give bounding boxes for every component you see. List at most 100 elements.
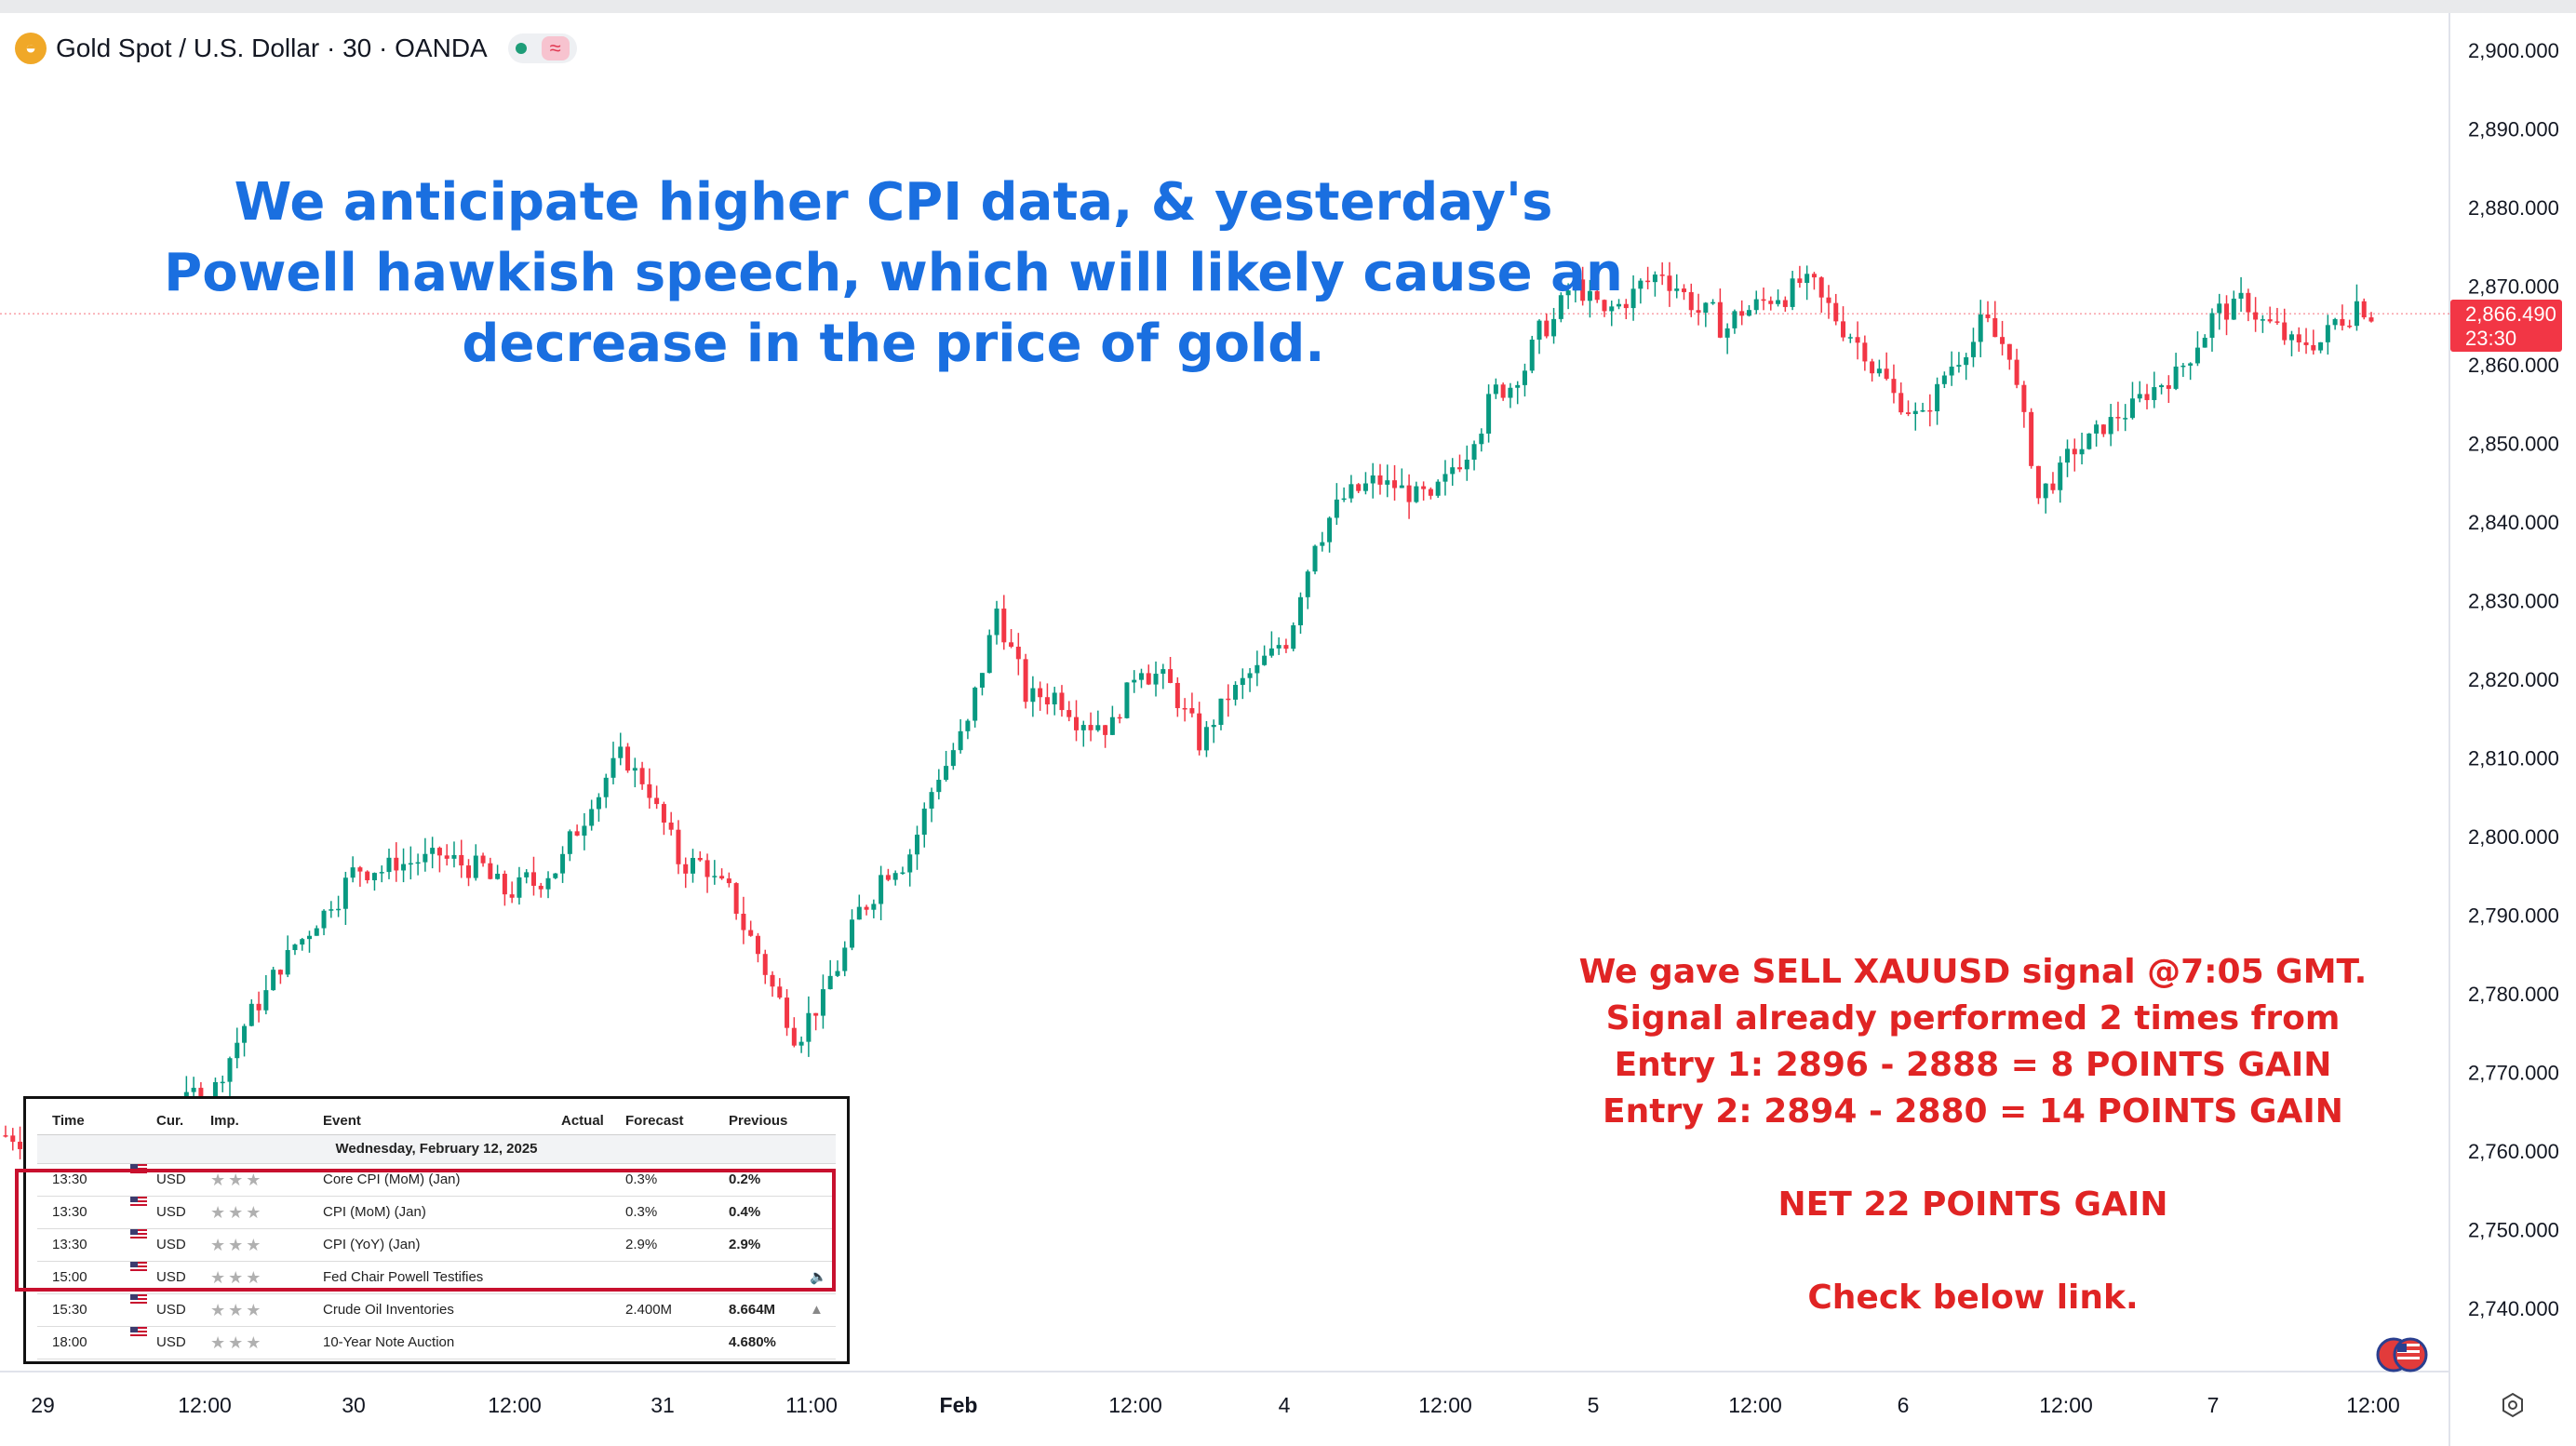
time-axis[interactable]: 29 12:00 30 12:00 31 11:00 Feb 12:00 4 12:00 5 12:0… (31, 1393, 2400, 1417)
candle-body[interactable] (2303, 341, 2309, 345)
candle-body[interactable] (791, 1027, 797, 1046)
candle-body[interactable] (921, 808, 927, 836)
candle-body[interactable] (1406, 485, 1412, 502)
candle-body[interactable] (2188, 363, 2194, 366)
candle-body[interactable] (1153, 674, 1159, 685)
candle-body[interactable] (1486, 394, 1492, 435)
candle-body[interactable] (271, 970, 276, 991)
candle-body[interactable] (2238, 292, 2244, 299)
candle-body[interactable] (545, 877, 551, 890)
candle-body[interactable] (1768, 301, 1774, 304)
candle-body[interactable] (350, 867, 356, 878)
candle-body[interactable] (1067, 710, 1072, 717)
candle-body[interactable] (1964, 356, 1969, 366)
candle-body[interactable] (1790, 278, 1795, 307)
candle-body[interactable] (1124, 682, 1130, 718)
candle-body[interactable] (806, 1012, 812, 1042)
candle-body[interactable] (1377, 475, 1383, 485)
candle-body[interactable] (965, 720, 971, 731)
candle-body[interactable] (1146, 673, 1151, 685)
candle-body[interactable] (408, 863, 413, 865)
candle-body[interactable] (842, 947, 848, 971)
candle-body[interactable] (342, 877, 348, 909)
candle-body[interactable] (1189, 708, 1195, 714)
candle-body[interactable] (1949, 367, 1954, 376)
candle-body[interactable] (306, 935, 312, 940)
candle-body[interactable] (1052, 692, 1057, 704)
candle-body[interactable] (1392, 480, 1398, 489)
candle-body[interactable] (1001, 609, 1007, 643)
candle-body[interactable] (300, 939, 305, 945)
candle-body[interactable] (1630, 288, 1636, 309)
candle-body[interactable] (1681, 288, 1686, 292)
candle-body[interactable] (704, 860, 710, 877)
candle-body[interactable] (2332, 318, 2338, 326)
candlestick-series[interactable] (0, 261, 2449, 1168)
candle-body[interactable] (436, 848, 442, 856)
candle-body[interactable] (365, 871, 370, 880)
candle-body[interactable] (2058, 462, 2063, 490)
candle-body[interactable] (451, 854, 457, 859)
candle-body[interactable] (1348, 484, 1354, 499)
candle-body[interactable] (1782, 300, 1788, 307)
price-chart[interactable]: 2,900.0002,890.0002,880.0002,870.0002,86… (0, 13, 2576, 1446)
candle-body[interactable] (1594, 290, 1600, 301)
candle-body[interactable] (220, 1081, 225, 1084)
candle-body[interactable] (2094, 424, 2100, 434)
candle-body[interactable] (973, 687, 978, 721)
candle-body[interactable] (2006, 343, 2012, 360)
candle-body[interactable] (691, 857, 696, 874)
candle-body[interactable] (1855, 337, 1860, 343)
candle-body[interactable] (683, 864, 689, 874)
candle-body[interactable] (639, 768, 645, 784)
candle-body[interactable] (1898, 393, 1904, 413)
candle-body[interactable] (1327, 517, 1333, 542)
candle-body[interactable] (603, 777, 609, 797)
candle-body[interactable] (1356, 484, 1362, 491)
candle-body[interactable] (2209, 313, 2215, 338)
candle-body[interactable] (1508, 387, 1513, 398)
candle-body[interactable] (1015, 646, 1021, 660)
candle-body[interactable] (1956, 365, 1962, 368)
candle-body[interactable] (2173, 366, 2179, 389)
candle-body[interactable] (1776, 300, 1781, 304)
candle-body[interactable] (1009, 642, 1014, 647)
candle-body[interactable] (936, 780, 942, 793)
candle-body[interactable] (1421, 486, 1427, 489)
candle-body[interactable] (1276, 645, 1281, 649)
candle-body[interactable] (1746, 310, 1751, 316)
candle-body[interactable] (1138, 673, 1144, 680)
candle-body[interactable] (1876, 368, 1882, 374)
candle-body[interactable] (871, 904, 877, 910)
candle-body[interactable] (1551, 318, 1557, 337)
candle-body[interactable] (1558, 295, 1563, 319)
candle-body[interactable] (1305, 571, 1310, 597)
candle-body[interactable] (1117, 716, 1122, 719)
candle-body[interactable] (1168, 669, 1174, 683)
candle-body[interactable] (1095, 725, 1101, 730)
candle-body[interactable] (1262, 655, 1268, 665)
candle-body[interactable] (538, 885, 543, 890)
candle-body[interactable] (986, 635, 992, 674)
candle-body[interactable] (517, 877, 522, 898)
candle-body[interactable] (755, 935, 760, 955)
candle-body[interactable] (1841, 321, 1846, 338)
candle-body[interactable] (235, 1042, 240, 1059)
candle-body[interactable] (2217, 303, 2222, 314)
candle-body[interactable] (256, 1003, 262, 1011)
candle-body[interactable] (1920, 409, 1925, 412)
candle-body[interactable] (1211, 725, 1216, 728)
candle-body[interactable] (371, 873, 377, 880)
candle-body[interactable] (1254, 664, 1260, 674)
candle-body[interactable] (227, 1058, 233, 1082)
candle-body[interactable] (2137, 394, 2142, 399)
candle-body[interactable] (1414, 486, 1419, 502)
candle-body[interactable] (1385, 480, 1390, 485)
candle-body[interactable] (1667, 275, 1672, 291)
candle-body[interactable] (741, 913, 746, 931)
candle-body[interactable] (2274, 321, 2280, 323)
candle-body[interactable] (1023, 659, 1028, 703)
candle-body[interactable] (1457, 467, 1463, 470)
candle-body[interactable] (2194, 347, 2200, 364)
candle-body[interactable] (2347, 325, 2353, 328)
